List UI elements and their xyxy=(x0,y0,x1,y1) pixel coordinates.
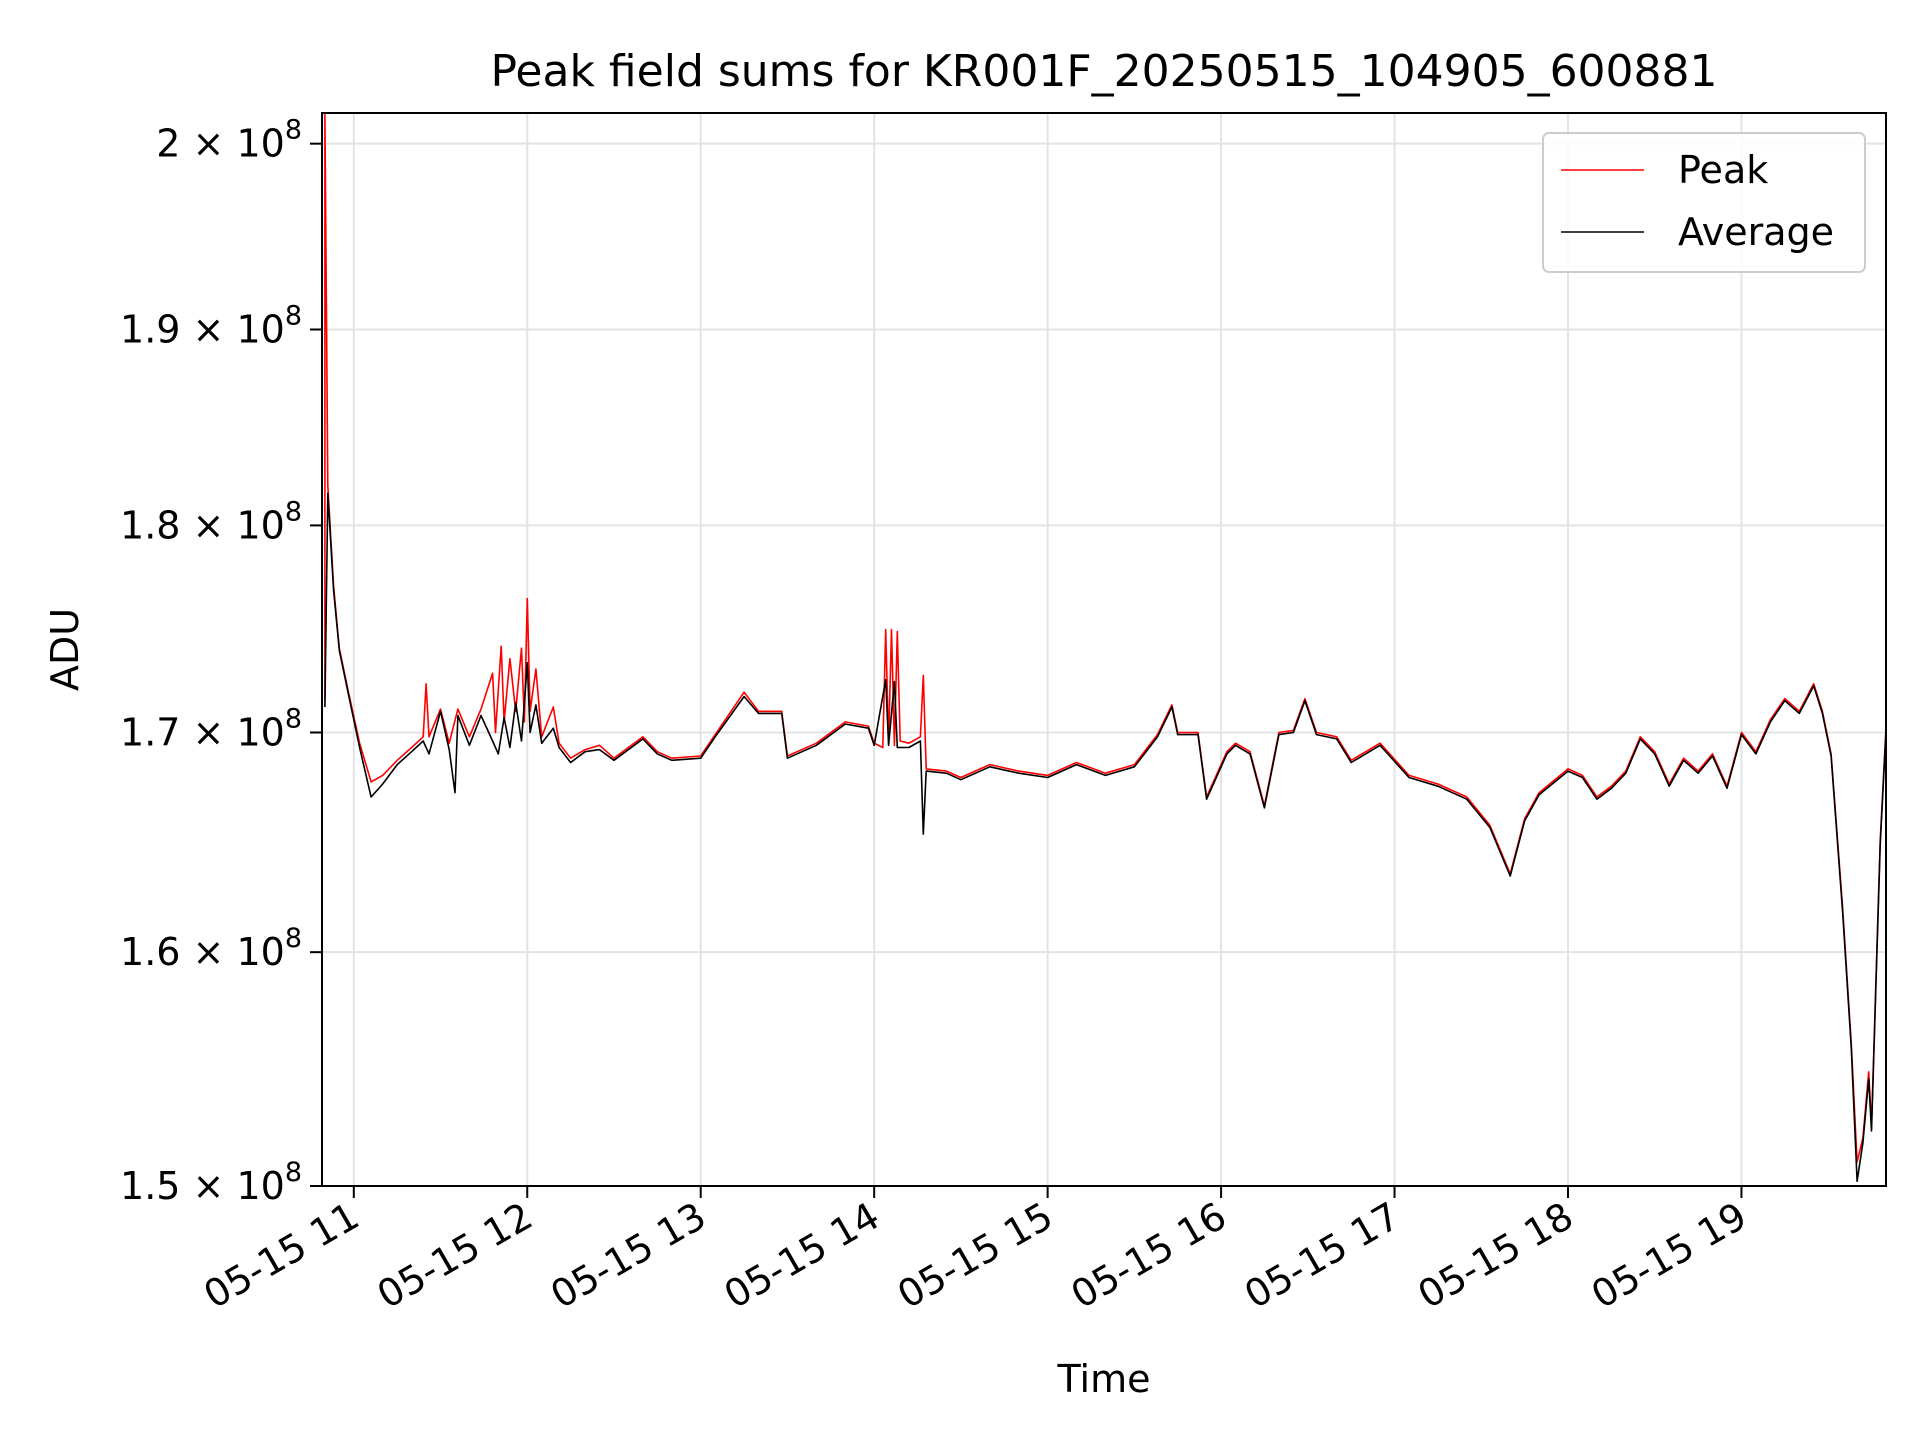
legend-box xyxy=(1542,132,1866,273)
legend-label-peak: Peak xyxy=(1678,148,1768,192)
series-line-peak xyxy=(324,112,1887,1163)
y-tick-label: 1.7 × 108 xyxy=(120,704,302,755)
series-lines xyxy=(324,112,1887,1182)
y-axis-ticks: 1.5 × 108 1.6 × 108 1.7 × 108 1.8 × 108 1.9 … xyxy=(120,115,322,1208)
y-axis-label: ADU xyxy=(43,608,87,691)
y-tick-label: 1.8 × 108 xyxy=(120,496,302,547)
series-line-average xyxy=(324,492,1887,1182)
y-tick-label: 2 × 108 xyxy=(156,115,302,166)
plot-frame xyxy=(321,112,1887,1187)
legend-label-average: Average xyxy=(1678,210,1834,254)
y-tick-label: 1.5 × 108 xyxy=(120,1157,302,1208)
y-tick-label: 1.9 × 108 xyxy=(120,301,302,352)
legend: Peak Average xyxy=(1542,132,1866,273)
chart-title: Peak field sums for KR001F_20250515_1049… xyxy=(490,46,1717,97)
y-tick-label: 1.6 × 108 xyxy=(120,923,302,974)
x-axis-label: Time xyxy=(1057,1357,1151,1401)
